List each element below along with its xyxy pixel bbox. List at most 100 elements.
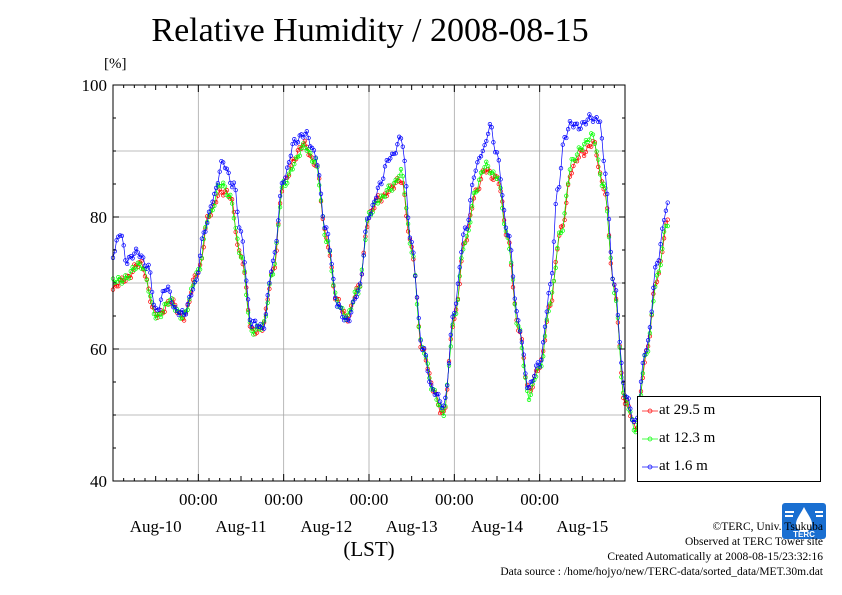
data-point (613, 298, 619, 304)
data-point (603, 171, 608, 176)
x-tick-label-time: 00:00 (179, 490, 218, 509)
data-point (473, 168, 478, 173)
data-point (263, 306, 269, 311)
data-point (288, 167, 293, 172)
data-point (526, 385, 532, 390)
data-point (183, 312, 189, 317)
data-point (229, 184, 235, 190)
data-point (222, 184, 228, 189)
data-point (663, 208, 669, 213)
data-point (206, 213, 212, 219)
data-point (293, 155, 299, 160)
x-date-label: Aug-13 (386, 517, 438, 536)
data-point (357, 281, 363, 286)
data-point (238, 229, 244, 234)
data-point (377, 198, 382, 203)
data-point (466, 217, 471, 222)
data-point (617, 339, 622, 345)
data-point (400, 144, 405, 149)
data-point (594, 115, 599, 120)
data-point (477, 177, 482, 182)
data-point (233, 187, 238, 193)
data-point (288, 153, 293, 158)
data-point (391, 181, 397, 186)
x-tick-label-time: 00:00 (350, 490, 389, 509)
data-point (224, 166, 229, 171)
data-point (557, 230, 562, 235)
data-point (487, 122, 493, 127)
data-point (569, 171, 574, 176)
data-point (594, 149, 599, 154)
data-point (608, 249, 613, 255)
data-point (612, 282, 617, 287)
data-point (119, 233, 125, 239)
data-point (557, 184, 562, 190)
data-point (549, 271, 555, 276)
data-point (217, 169, 222, 174)
data-point (148, 293, 153, 299)
data-point (541, 340, 546, 345)
data-point (253, 327, 258, 333)
data-point (197, 262, 203, 268)
data-point (407, 235, 413, 240)
data-point (596, 164, 601, 169)
data-point (203, 225, 208, 230)
data-point (606, 234, 612, 240)
data-point (544, 317, 549, 322)
data-point (388, 187, 393, 193)
data-point (277, 204, 283, 210)
data-point (203, 229, 208, 234)
data-point (416, 315, 421, 321)
data-point (409, 244, 414, 250)
x-axis-label: (LST) (343, 537, 394, 561)
data-point (434, 397, 439, 402)
data-point (413, 273, 418, 279)
data-point (551, 278, 557, 284)
data-point (114, 284, 119, 289)
data-point (491, 140, 496, 145)
data-point (398, 136, 404, 141)
data-point (411, 250, 416, 255)
data-point (322, 225, 327, 231)
data-point (311, 148, 317, 153)
data-point (372, 199, 377, 204)
source-text: Data source : /home/hojyo/new/TERC-data/… (500, 566, 823, 578)
data-point (455, 281, 461, 286)
data-point (445, 383, 450, 388)
data-point (516, 318, 521, 323)
data-point (640, 360, 645, 366)
data-point (325, 238, 331, 244)
legend-label: at 12.3 m (659, 430, 716, 446)
data-point (244, 292, 249, 297)
legend-label: at 29.5 m (659, 402, 716, 418)
data-point (325, 231, 331, 237)
data-point (601, 158, 606, 164)
data-point (201, 245, 206, 250)
data-point (215, 180, 221, 186)
x-date-label: Aug-11 (215, 517, 266, 536)
data-point (560, 142, 565, 147)
data-point (573, 158, 578, 164)
data-point (660, 246, 665, 251)
data-point (453, 301, 459, 306)
data-point (548, 301, 553, 306)
data-point (210, 199, 215, 204)
data-point (658, 262, 663, 268)
data-point (292, 137, 297, 142)
data-point (281, 180, 286, 185)
data-point (587, 143, 592, 149)
data-point (423, 353, 429, 358)
axis-labels: 40 60 80 100 00:00 00:00 00:00 00:00 00:00 Aug-10… (82, 76, 609, 561)
data-point (425, 361, 430, 366)
data-point (365, 224, 370, 230)
x-tick-label-time: 00:00 (520, 490, 559, 509)
data-point (261, 318, 267, 324)
data-point (249, 324, 254, 330)
data-point (398, 180, 404, 185)
data-point (464, 233, 469, 239)
data-point (565, 127, 571, 132)
data-point (663, 223, 669, 229)
data-point (512, 296, 517, 301)
data-point (405, 229, 411, 234)
